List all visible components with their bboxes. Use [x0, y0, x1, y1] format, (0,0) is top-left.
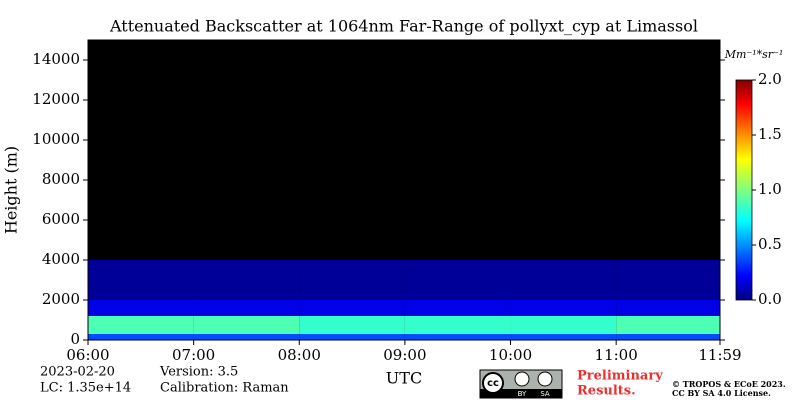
y-tick-label: 10000	[32, 130, 80, 148]
badge-cc: cc	[487, 378, 499, 389]
y-tick-label: 0	[70, 330, 80, 348]
heatmap-cell	[88, 334, 194, 340]
heatmap-cell	[404, 260, 511, 300]
preliminary: Preliminary	[577, 369, 663, 384]
heatmap-cell	[299, 334, 405, 340]
copyright: CC BY SA 4.0 License.	[672, 388, 771, 398]
heatmap-cell	[193, 300, 300, 316]
x-tick-label: 09:00	[383, 346, 426, 364]
x-tick-label: 11:59	[698, 346, 741, 364]
calibration: Calibration: Raman	[160, 381, 289, 396]
y-axis-label: Height (m)	[2, 146, 21, 234]
heatmap-cell	[88, 316, 194, 334]
heatmap-cell	[616, 316, 720, 334]
colorbar-tick-label: 0.5	[758, 235, 782, 253]
badge-by-icon	[514, 371, 530, 387]
badge-sa-icon	[537, 371, 553, 387]
heatmap-cell	[510, 316, 617, 334]
heatmap-cell	[404, 300, 511, 316]
colorbar-tick-label: 1.5	[758, 125, 782, 143]
x-tick-label: 07:00	[172, 346, 215, 364]
x-tick-label: 08:00	[278, 346, 321, 364]
heatmap-cell	[299, 300, 405, 316]
preliminary: Results.	[577, 384, 636, 399]
heatmap-cell	[616, 260, 720, 300]
y-tick-label: 2000	[42, 290, 80, 308]
heatmap-cell	[616, 300, 720, 316]
badge-sa: SA	[540, 390, 550, 398]
heatmap-cell	[510, 260, 617, 300]
x-tick-label: 11:00	[595, 346, 638, 364]
heatmap-cell	[193, 334, 300, 340]
y-tick-label: 12000	[32, 90, 80, 108]
colorbar	[735, 79, 753, 301]
x-tick-label: 10:00	[489, 346, 532, 364]
license-badge: cc BY SA	[479, 369, 563, 399]
y-tick-label: 8000	[42, 170, 80, 188]
heatmap-cell	[616, 334, 720, 340]
badge-cc-circle	[482, 372, 504, 394]
heatmap-cell	[88, 260, 194, 300]
x-tick-label: 06:00	[66, 346, 109, 364]
y-tick-label: 6000	[42, 210, 80, 228]
copyright: © TROPOS & ECoE 2023.	[672, 379, 786, 389]
badge-by: BY	[518, 390, 527, 398]
heatmap-cell	[193, 316, 300, 334]
y-tick-label: 14000	[32, 50, 80, 68]
heatmap-cell	[404, 334, 511, 340]
version: Version: 3.5	[159, 365, 238, 380]
lc: LC: 1.35e+14	[40, 381, 131, 396]
x-axis-label: UTC	[386, 369, 422, 388]
y-tick-label: 4000	[42, 250, 80, 268]
heatmap-cell	[299, 316, 405, 334]
plot-frame	[87, 39, 721, 341]
chart-title: Attenuated Backscatter at 1064nm Far-Ran…	[109, 17, 698, 36]
date: 2023-02-20	[40, 365, 115, 380]
colorbar-tick-label: 0.0	[758, 290, 782, 308]
heatmap-cell	[193, 260, 300, 300]
heatmap-cell	[299, 260, 405, 300]
heatmap-cell	[88, 300, 194, 316]
colorbar-label: Mm⁻¹*sr⁻¹	[724, 48, 784, 61]
badge-band	[480, 389, 562, 398]
colorbar-tick-label: 1.0	[758, 180, 782, 198]
heatmap-cell	[510, 300, 617, 316]
heatmap-cell	[510, 334, 617, 340]
heatmap-cell	[404, 316, 511, 334]
colorbar-tick-label: 2.0	[758, 70, 782, 88]
